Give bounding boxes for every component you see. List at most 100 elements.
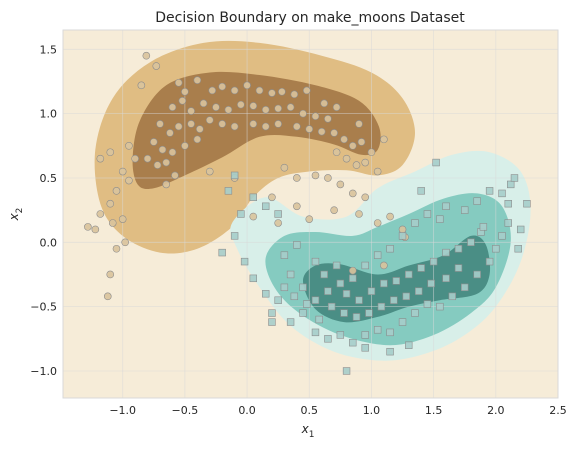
class1-point — [386, 245, 394, 253]
class0-point — [373, 219, 382, 227]
chart-title: Decision Boundary on make_moons Dataset — [155, 10, 465, 26]
class0-point — [208, 86, 217, 95]
y-tick-label: 0.0 — [40, 236, 58, 249]
x-tick-label: 0.0 — [238, 404, 256, 417]
class1-point — [492, 245, 500, 253]
class0-point — [380, 135, 388, 144]
class0-point — [181, 87, 189, 96]
class0-point — [142, 51, 151, 60]
class0-point — [96, 154, 105, 163]
class0-point — [158, 145, 167, 154]
plot-frame — [62, 29, 559, 399]
class0-point — [249, 120, 258, 128]
class1-point — [390, 296, 398, 304]
y-axis-label: x2 — [7, 208, 25, 222]
class0-point — [305, 125, 314, 133]
class1-point — [324, 335, 332, 343]
class1-point — [352, 313, 361, 321]
class1-point — [417, 187, 425, 195]
class0-point — [280, 163, 289, 172]
class1-point — [311, 328, 320, 337]
class1-point — [448, 292, 456, 301]
class0-point — [212, 103, 220, 112]
class1-point — [415, 287, 423, 295]
class0-point — [299, 109, 307, 118]
class0-point — [171, 171, 179, 180]
class0-point — [187, 120, 195, 128]
class1-point — [485, 257, 494, 266]
class0-point — [398, 225, 407, 234]
x-tick-label: 1.0 — [363, 404, 381, 417]
class1-point — [436, 215, 444, 223]
class1-point — [342, 290, 351, 298]
class1-point — [320, 270, 328, 279]
class0-point — [103, 292, 112, 301]
class1-point — [268, 318, 276, 326]
class0-point — [330, 206, 338, 214]
class1-point — [398, 318, 407, 326]
class1-point — [380, 279, 388, 288]
class1-point — [454, 264, 463, 272]
class1-point — [299, 309, 307, 317]
class0-point — [348, 189, 357, 198]
class0-point — [293, 122, 301, 131]
class1-point — [311, 296, 320, 304]
class1-point — [361, 331, 369, 339]
class0-point — [149, 138, 158, 146]
x-tick-label: 2.5 — [549, 404, 567, 417]
class1-point — [299, 283, 307, 292]
class0-point — [274, 104, 282, 113]
class1-point — [332, 261, 341, 270]
class1-point — [268, 309, 276, 317]
class1-point — [361, 344, 369, 352]
class0-point — [278, 87, 286, 96]
class0-point — [96, 210, 105, 218]
class1-point — [504, 200, 512, 208]
class0-point — [330, 129, 338, 137]
class1-point — [417, 264, 425, 272]
class1-point — [467, 238, 475, 247]
region-class0-inner — [132, 71, 381, 190]
class0-point — [317, 127, 326, 136]
class1-point — [340, 309, 348, 317]
x-axis-label: x1 — [301, 422, 315, 440]
class0-point — [174, 78, 183, 87]
class0-point — [199, 99, 208, 108]
class1-point — [240, 257, 249, 266]
class1-point — [436, 302, 444, 311]
class1-point — [262, 202, 270, 210]
class0-point — [332, 103, 341, 112]
class1-point — [386, 328, 394, 337]
class0-point — [193, 135, 202, 144]
class0-point — [243, 81, 251, 90]
class0-point — [355, 210, 363, 218]
y-tick-label: 1.5 — [40, 43, 58, 56]
class0-point — [311, 112, 320, 121]
class0-point — [274, 120, 282, 128]
class1-point — [274, 296, 282, 304]
class1-point — [423, 210, 432, 218]
class0-point — [181, 142, 189, 150]
class0-point — [131, 154, 139, 163]
class0-point — [187, 107, 195, 115]
class1-point — [324, 287, 332, 295]
class0-point — [106, 270, 115, 279]
class1-point — [405, 341, 413, 349]
class1-point — [442, 274, 450, 283]
class1-point — [367, 287, 376, 295]
y-tick-label: −1.0 — [30, 365, 57, 378]
class0-point — [348, 266, 357, 275]
x-tick-label: −1.0 — [109, 404, 136, 417]
class0-point — [106, 199, 115, 208]
x-tick-label: 0.5 — [301, 404, 319, 417]
class1-point — [473, 197, 481, 205]
y-axis-label-subscript: 2 — [15, 208, 25, 214]
class0-point — [108, 219, 117, 227]
class0-point — [361, 193, 370, 202]
class1-point — [262, 290, 270, 298]
class0-point — [143, 154, 152, 163]
class1-point — [411, 219, 419, 227]
class0-point — [152, 62, 161, 70]
x-tick-label: 2.0 — [487, 404, 505, 417]
